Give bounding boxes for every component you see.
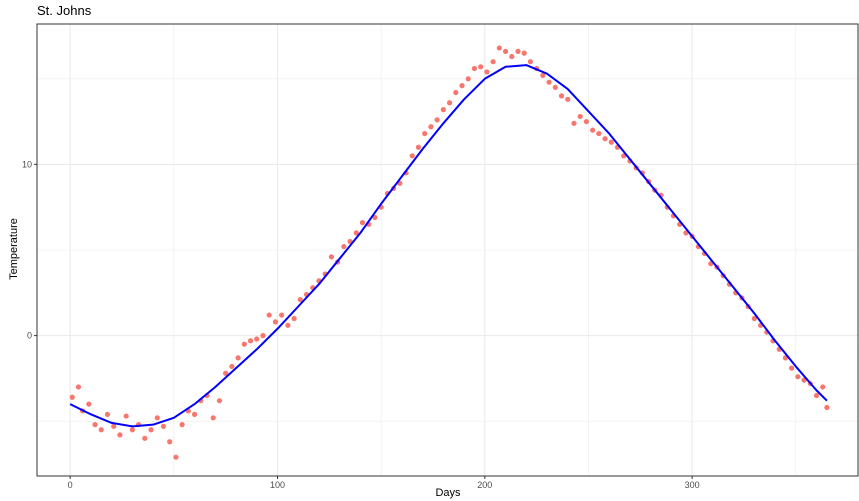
data-point	[272, 319, 279, 325]
data-point	[602, 136, 608, 142]
data-point	[179, 422, 185, 428]
data-point	[422, 130, 428, 137]
data-point	[795, 374, 801, 380]
smooth-curve	[69, 64, 828, 428]
y-axis-title: Temperature	[8, 218, 20, 280]
data-point	[254, 336, 260, 342]
data-point	[608, 139, 614, 145]
data-point	[148, 427, 154, 433]
data-point	[223, 370, 229, 376]
data-point	[241, 341, 247, 347]
data-point	[571, 120, 577, 126]
x-tick-label: 200	[477, 480, 492, 490]
data-point	[446, 100, 453, 106]
data-point	[415, 144, 422, 150]
data-point	[266, 312, 272, 318]
data-point	[440, 107, 446, 113]
data-point	[359, 220, 366, 226]
data-point	[540, 72, 546, 78]
data-point	[813, 392, 820, 399]
grid-minor	[37, 24, 858, 476]
data-point	[160, 423, 167, 429]
data-point	[527, 59, 534, 65]
smooth-line	[69, 64, 828, 428]
data-point	[478, 64, 484, 70]
data-point	[279, 312, 285, 318]
y-tick-label: 10	[22, 159, 32, 169]
data-point	[577, 113, 583, 120]
data-point	[558, 93, 565, 99]
data-point	[372, 214, 378, 221]
data-point	[434, 117, 440, 123]
y-tick-label: 0	[27, 331, 32, 341]
y-axis-ticks: 0 10	[22, 159, 37, 341]
data-point	[496, 45, 502, 51]
data-point	[552, 84, 558, 90]
data-point	[285, 322, 291, 328]
data-point	[104, 411, 111, 417]
data-point	[409, 153, 415, 159]
data-point	[565, 96, 571, 102]
x-tick-label: 300	[685, 480, 700, 490]
data-point	[69, 394, 75, 400]
data-point	[167, 439, 173, 445]
x-axis-ticks: 0 100 200 300	[68, 476, 700, 490]
data-point	[546, 79, 552, 85]
data-point	[789, 365, 795, 371]
data-point	[824, 404, 830, 411]
data-point	[428, 124, 434, 130]
data-point	[291, 315, 297, 322]
data-point	[235, 355, 241, 361]
data-point	[465, 76, 471, 82]
data-point	[98, 427, 104, 433]
data-point	[229, 363, 235, 370]
data-point	[590, 127, 596, 133]
data-point	[328, 254, 334, 260]
data-point	[484, 69, 490, 75]
data-point	[129, 427, 135, 433]
data-point	[820, 384, 826, 390]
data-point	[471, 65, 478, 72]
data-point	[490, 59, 496, 65]
data-point	[86, 401, 92, 407]
data-point	[453, 89, 459, 96]
x-tick-label: 100	[270, 480, 285, 490]
panel-frame	[36, 23, 859, 477]
data-point	[260, 333, 266, 339]
data-point	[751, 315, 757, 322]
data-point	[117, 432, 123, 438]
data-point	[210, 415, 216, 421]
panel-border	[36, 23, 859, 477]
data-point	[459, 83, 465, 89]
x-tick-label: 0	[68, 480, 73, 490]
data-point	[75, 384, 82, 390]
data-point	[216, 398, 223, 404]
data-point	[123, 413, 129, 419]
data-point	[142, 435, 148, 441]
x-axis-title: Days	[435, 487, 461, 499]
data-point	[154, 415, 160, 421]
data-point	[92, 422, 98, 428]
grid-major	[37, 24, 858, 476]
data-point	[583, 118, 590, 125]
data-point	[173, 454, 179, 460]
data-point	[297, 297, 303, 303]
data-point	[191, 411, 198, 417]
data-point	[509, 53, 515, 60]
chart-title: St. Johns	[37, 3, 92, 18]
data-point	[521, 50, 527, 56]
data-point	[341, 243, 347, 250]
data-point	[353, 230, 359, 236]
data-point	[247, 338, 254, 344]
data-point	[111, 423, 117, 429]
data-point	[502, 48, 509, 54]
data-point	[596, 130, 602, 137]
data-point	[515, 48, 521, 54]
